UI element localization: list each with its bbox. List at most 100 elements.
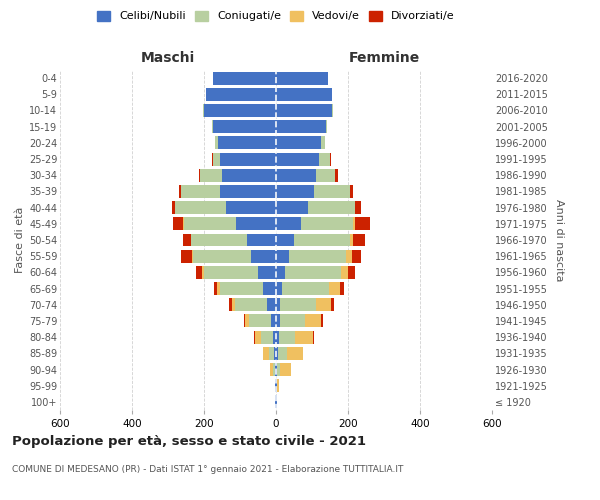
Bar [181, 185, 220, 198]
Text: Popolazione per età, sesso e stato civile - 2021: Popolazione per età, sesso e stato civil… [12, 435, 366, 448]
Bar [215, 136, 218, 149]
Bar [335, 169, 338, 181]
Bar [283, 282, 329, 295]
Bar [355, 201, 361, 214]
Bar [276, 88, 332, 101]
Bar [353, 218, 355, 230]
Bar [350, 185, 353, 198]
Bar [173, 218, 184, 230]
Bar [217, 282, 220, 295]
Bar [247, 234, 276, 246]
Bar [276, 152, 319, 166]
Bar [287, 347, 303, 360]
Bar [200, 169, 222, 181]
Bar [260, 330, 273, 344]
Bar [244, 314, 245, 328]
Bar [184, 218, 236, 230]
Bar [267, 298, 276, 311]
Bar [276, 347, 278, 360]
Bar [220, 152, 276, 166]
Bar [275, 379, 276, 392]
Bar [276, 185, 314, 198]
Bar [263, 347, 269, 360]
Bar [276, 363, 277, 376]
Bar [273, 363, 275, 376]
Bar [276, 266, 285, 279]
Bar [191, 234, 247, 246]
Bar [352, 250, 361, 262]
Bar [276, 234, 294, 246]
Bar [172, 201, 175, 214]
Bar [270, 363, 273, 376]
Bar [276, 282, 283, 295]
Bar [276, 72, 328, 85]
Bar [313, 330, 314, 344]
Y-axis label: Anni di nascita: Anni di nascita [554, 198, 565, 281]
Bar [276, 169, 316, 181]
Bar [199, 169, 200, 181]
Bar [276, 201, 308, 214]
Bar [204, 104, 276, 117]
Bar [193, 250, 251, 262]
Bar [341, 266, 348, 279]
Bar [276, 314, 280, 328]
Bar [277, 363, 280, 376]
Bar [305, 314, 321, 328]
Bar [204, 266, 258, 279]
Bar [213, 120, 276, 133]
Bar [321, 136, 325, 149]
Bar [353, 234, 365, 246]
Bar [218, 136, 276, 149]
Bar [326, 120, 328, 133]
Bar [280, 298, 316, 311]
Bar [203, 104, 204, 117]
Bar [348, 266, 355, 279]
Bar [280, 314, 305, 328]
Bar [276, 104, 332, 117]
Bar [314, 185, 350, 198]
Bar [321, 314, 323, 328]
Bar [346, 250, 352, 262]
Bar [277, 379, 278, 392]
Text: Maschi: Maschi [141, 51, 195, 65]
Bar [235, 298, 267, 311]
Bar [276, 379, 277, 392]
Bar [340, 282, 344, 295]
Bar [275, 363, 276, 376]
Bar [255, 330, 260, 344]
Bar [175, 201, 226, 214]
Bar [329, 282, 340, 295]
Bar [276, 396, 277, 408]
Bar [202, 266, 204, 279]
Bar [236, 218, 276, 230]
Bar [213, 72, 276, 85]
Bar [319, 152, 330, 166]
Bar [355, 218, 370, 230]
Bar [251, 250, 276, 262]
Bar [301, 218, 353, 230]
Bar [276, 136, 321, 149]
Bar [289, 250, 346, 262]
Text: Femmine: Femmine [349, 51, 419, 65]
Bar [276, 298, 280, 311]
Legend: Celibi/Nubili, Coniugati/e, Vedovi/e, Divorziati/e: Celibi/Nubili, Coniugati/e, Vedovi/e, Di… [97, 10, 455, 22]
Bar [229, 298, 232, 311]
Bar [220, 282, 263, 295]
Bar [183, 234, 191, 246]
Bar [276, 120, 326, 133]
Bar [276, 250, 289, 262]
Bar [196, 266, 202, 279]
Bar [245, 314, 249, 328]
Y-axis label: Fasce di età: Fasce di età [14, 207, 25, 273]
Bar [295, 330, 313, 344]
Bar [269, 347, 274, 360]
Bar [280, 363, 291, 376]
Bar [274, 347, 276, 360]
Bar [285, 266, 341, 279]
Bar [275, 396, 276, 408]
Bar [232, 298, 235, 311]
Bar [350, 234, 353, 246]
Bar [192, 250, 193, 262]
Bar [226, 201, 276, 214]
Bar [258, 266, 276, 279]
